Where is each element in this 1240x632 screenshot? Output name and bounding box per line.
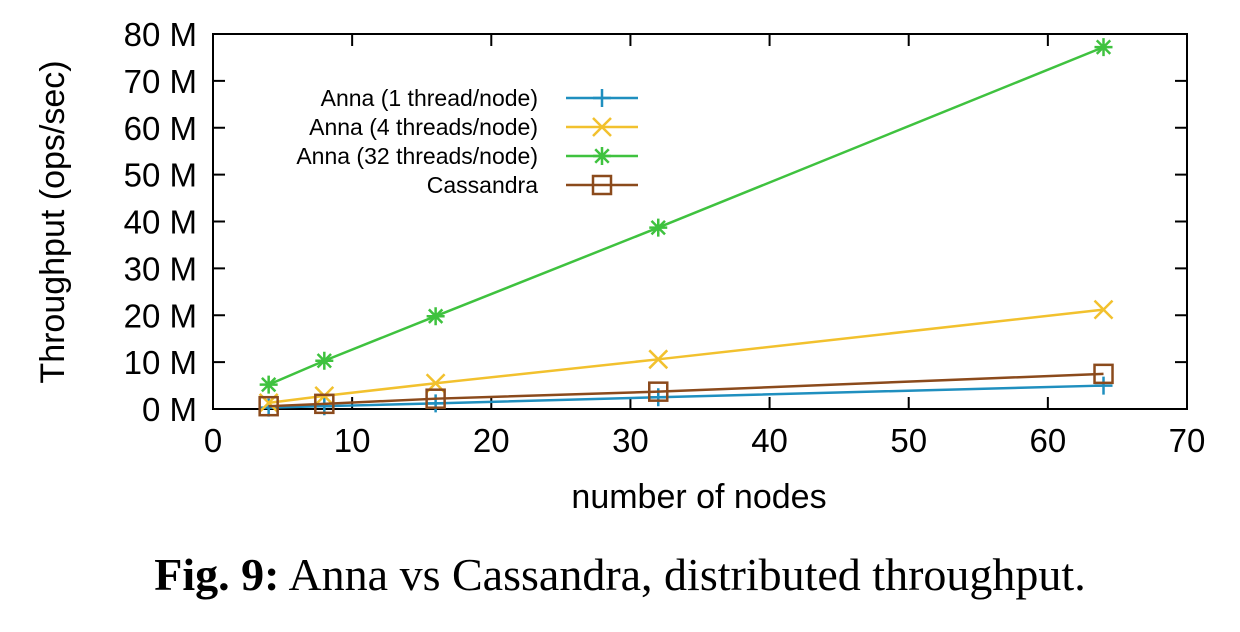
- legend-label: Anna (32 threads/node): [296, 143, 538, 169]
- legend-item: Anna (4 threads/node): [309, 114, 638, 140]
- series-3: [258, 363, 1114, 417]
- y-tick-label: 40 M: [124, 204, 197, 241]
- series-line: [268, 372, 1104, 408]
- y-axis: 0 M 10 M 20 M 30 M 40 M 50 M 60 M 70 M 80 M: [124, 16, 1187, 428]
- legend: Anna (1 thread/node) Anna (4 threads/node…: [296, 85, 638, 198]
- legend-marker: [593, 147, 611, 165]
- data-point: [1093, 363, 1114, 385]
- x-tick-label: 70: [1169, 422, 1206, 459]
- y-tick-label: 60 M: [124, 110, 197, 147]
- x-axis-title: number of nodes: [571, 478, 826, 516]
- x-tick-label: 20: [473, 422, 510, 459]
- data-point: [1094, 376, 1113, 395]
- legend-item: Anna (1 thread/node): [321, 85, 638, 111]
- series-layer: [258, 38, 1114, 417]
- series-1: [258, 299, 1114, 413]
- x-tick-label: 0: [204, 422, 222, 459]
- data-point: [426, 307, 445, 326]
- legend-marker: [592, 117, 612, 137]
- data-point: [315, 351, 334, 370]
- data-point: [649, 218, 668, 237]
- data-point: [1093, 299, 1114, 320]
- legend-label: Anna (4 threads/node): [309, 114, 538, 140]
- x-tick-label: 50: [890, 422, 927, 459]
- series-2: [259, 38, 1113, 394]
- figure-caption-text: Anna vs Cassandra, distributed throughpu…: [279, 549, 1086, 600]
- x-tick-label: 10: [334, 422, 371, 459]
- legend-label: Anna (1 thread/node): [321, 85, 538, 111]
- data-point: [648, 349, 669, 370]
- legend-marker: [591, 174, 613, 196]
- figure-caption: Fig. 9: Anna vs Cassandra, distributed t…: [0, 548, 1240, 601]
- data-point: [1094, 38, 1113, 57]
- figure-caption-label: Fig. 9:: [154, 549, 280, 600]
- x-axis: 0 10 20 30 40 50 60 70: [204, 34, 1206, 459]
- data-point: [426, 394, 445, 413]
- legend-item: Cassandra: [427, 172, 638, 198]
- legend-marker: [593, 89, 611, 107]
- y-tick-label: 50 M: [124, 157, 197, 194]
- y-tick-label: 10 M: [124, 344, 197, 381]
- data-point: [314, 393, 335, 415]
- legend-label: Cassandra: [427, 172, 538, 198]
- data-point: [648, 381, 669, 402]
- data-point: [259, 375, 278, 394]
- x-tick-label: 30: [612, 422, 649, 459]
- line-chart: 0 M 10 M 20 M 30 M 40 M 50 M 60 M 70 M 80 M 0 10 2…: [34, 16, 1206, 516]
- y-axis-title: Throughput (ops/sec): [34, 60, 72, 383]
- x-tick-label: 40: [751, 422, 788, 459]
- x-tick-label: 60: [1029, 422, 1066, 459]
- series-0: [259, 376, 1113, 417]
- legend-item: Anna (32 threads/node): [296, 143, 638, 169]
- y-tick-label: 30 M: [124, 250, 197, 287]
- y-tick-label: 80 M: [124, 16, 197, 53]
- y-tick-label: 20 M: [124, 297, 197, 334]
- y-tick-label: 70 M: [124, 63, 197, 100]
- data-point: [425, 388, 446, 409]
- y-tick-label: 0 M: [142, 391, 197, 428]
- data-point: [258, 395, 279, 417]
